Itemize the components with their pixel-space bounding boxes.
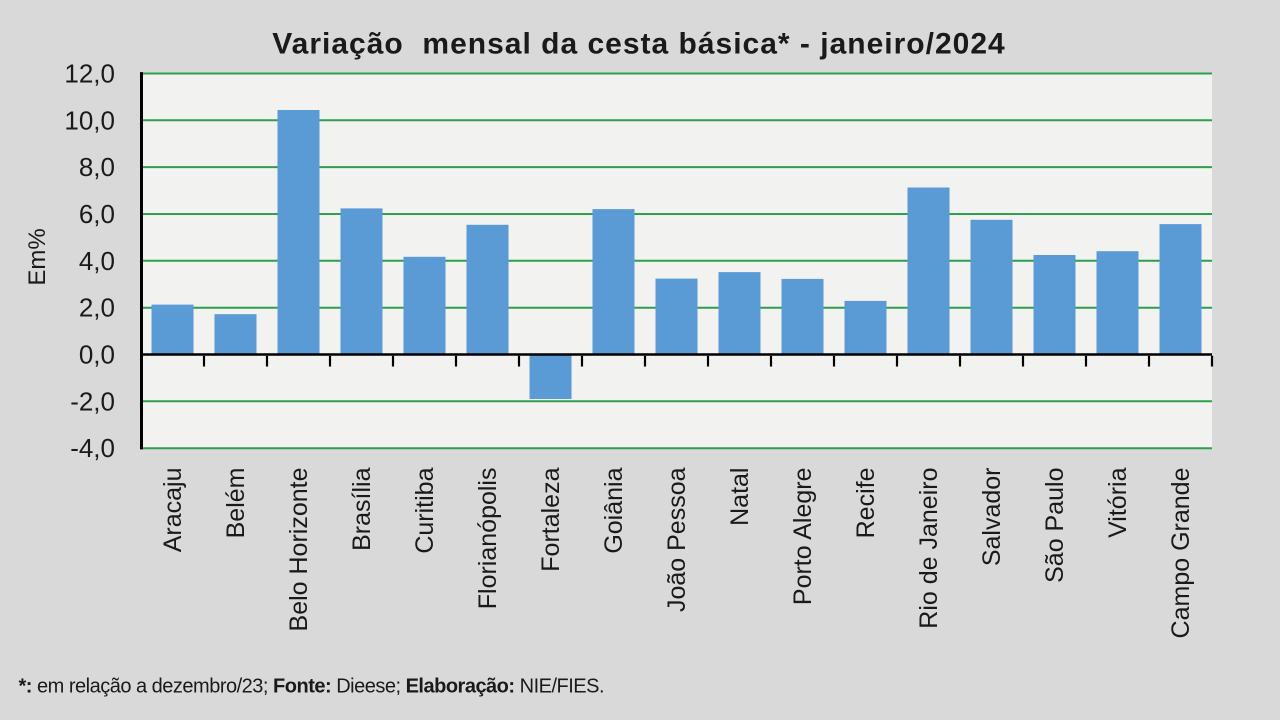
svg-text:4,0: 4,0 [79, 246, 115, 276]
svg-text:Goiânia: Goiânia [600, 467, 628, 553]
svg-text:Aracaju: Aracaju [159, 468, 187, 553]
svg-text:Variação mensal da cesta bási: Variação mensal da cesta básica* - janei… [272, 27, 1005, 60]
svg-text:São Paulo: São Paulo [1041, 468, 1069, 583]
svg-text:Brasília: Brasília [348, 467, 376, 550]
svg-text:Florianópolis: Florianópolis [474, 468, 502, 610]
svg-text:Vitória: Vitória [1104, 467, 1132, 538]
svg-text:Recife: Recife [852, 468, 880, 539]
svg-text:2,0: 2,0 [79, 293, 115, 323]
svg-text:-2,0: -2,0 [70, 386, 115, 416]
svg-text:Campo Grande: Campo Grande [1167, 468, 1195, 639]
svg-text:10,0: 10,0 [64, 105, 115, 135]
svg-text:Natal: Natal [726, 468, 754, 526]
svg-text:Curitiba: Curitiba [411, 467, 439, 553]
svg-text:Porto Alegre: Porto Alegre [789, 468, 817, 606]
svg-text:Belo Horizonte: Belo Horizonte [285, 468, 313, 632]
svg-text:Belém: Belém [222, 468, 250, 539]
svg-text:8,0: 8,0 [79, 152, 115, 182]
svg-text:Rio de Janeiro: Rio de Janeiro [915, 468, 943, 629]
svg-text:-4,0: -4,0 [70, 433, 115, 463]
svg-text:12,0: 12,0 [64, 59, 115, 89]
svg-text:Em%: Em% [24, 228, 51, 285]
svg-text:*: em relação a dezembro/23; F: *: em relação a dezembro/23; Fonte: Diee… [19, 676, 605, 698]
svg-text:0,0: 0,0 [79, 340, 115, 370]
svg-text:João Pessoa: João Pessoa [663, 467, 691, 612]
svg-text:6,0: 6,0 [79, 199, 115, 229]
svg-text:Fortaleza: Fortaleza [537, 467, 565, 571]
svg-text:Salvador: Salvador [978, 468, 1006, 567]
